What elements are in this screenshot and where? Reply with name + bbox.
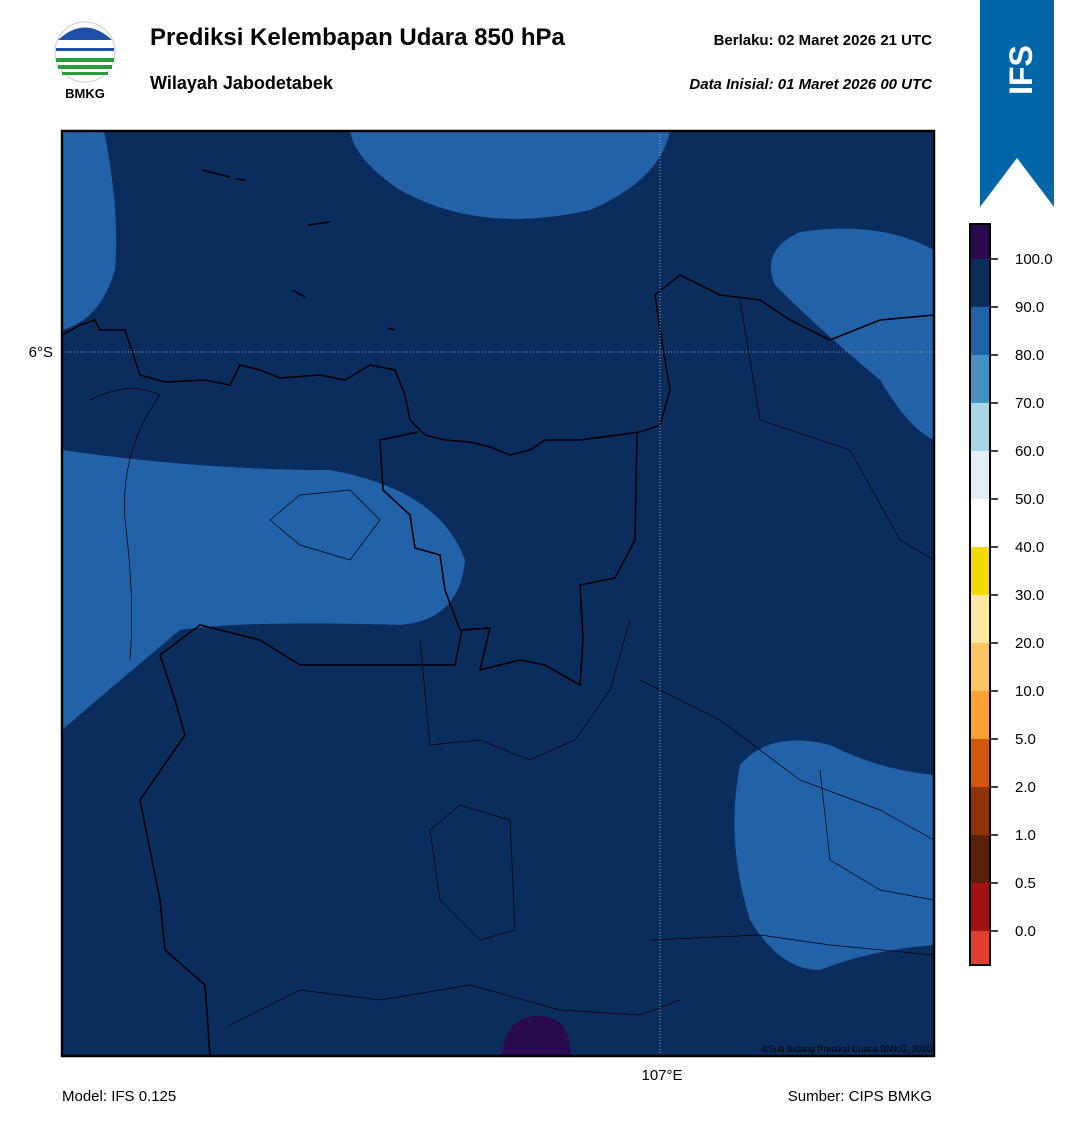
colorbar-label: 20.0: [1015, 635, 1044, 652]
colorbar-label: 0.5: [1015, 875, 1036, 892]
colorbar-segment: [970, 259, 990, 307]
colorbar-label: 1.0: [1015, 827, 1036, 844]
colorbar-label: 10.0: [1015, 683, 1044, 700]
colorbar-segment: [970, 691, 990, 739]
lon-label: 107°E: [641, 1067, 682, 1084]
colorbar-segment: [970, 931, 990, 965]
colorbar-label: 70.0: [1015, 395, 1044, 412]
map-frame: [60, 129, 936, 1058]
badge: [980, 0, 1054, 207]
colorbar-segment: [970, 355, 990, 403]
colorbar-segment: [970, 403, 990, 451]
colorbar-segment: [970, 451, 990, 499]
colorbar-segment: [970, 835, 990, 883]
colorbar-segment: [970, 883, 990, 931]
colorbar-segment: [970, 499, 990, 547]
colorbar-label: 100.0: [1015, 251, 1053, 268]
colorbar-segment: [970, 307, 990, 355]
valid-time: Berlaku: 02 Maret 2026 21 UTC: [714, 32, 933, 49]
colorbar-label: 80.0: [1015, 347, 1044, 364]
colorbar-label: 30.0: [1015, 587, 1044, 604]
footer-model: Model: IFS 0.125: [62, 1088, 176, 1105]
logo: BMKG: [54, 21, 116, 101]
colorbar-segment: [970, 595, 990, 643]
colorbar-segment: [970, 224, 990, 259]
colorbar-label: 60.0: [1015, 443, 1044, 460]
colorbar-label: 90.0: [1015, 299, 1044, 316]
lat-label: 6°S: [29, 344, 53, 361]
map: ©Sub Bidang Prediksi Cuaca BMKG, 2020: [62, 131, 934, 1056]
colorbar-segment: [970, 643, 990, 691]
credit: ©Sub Bidang Prediksi Cuaca BMKG, 2020: [762, 1044, 932, 1054]
colorbar: 100.0 90.0 80.0 70.0 60.0 50.0 40.0 30.0 20.0 10.…: [969, 223, 1053, 966]
badge-text: IFS: [1003, 45, 1039, 95]
subtitle: Wilayah Jabodetabek: [150, 73, 334, 93]
footer-source: Sumber: CIPS BMKG: [788, 1088, 932, 1105]
colorbar-label: 2.0: [1015, 779, 1036, 796]
initial-time: Data Inisial: 01 Maret 2026 00 UTC: [689, 76, 933, 93]
colorbar-segment: [970, 787, 990, 835]
title: Prediksi Kelembapan Udara 850 hPa: [150, 24, 566, 51]
colorbar-label: 0.0: [1015, 923, 1036, 940]
colorbar-label: 5.0: [1015, 731, 1036, 748]
logo-text: BMKG: [65, 86, 105, 101]
colorbar-segment: [970, 547, 990, 595]
colorbar-label: 40.0: [1015, 539, 1044, 556]
colorbar-label: 50.0: [1015, 491, 1044, 508]
colorbar-segment: [970, 739, 990, 787]
